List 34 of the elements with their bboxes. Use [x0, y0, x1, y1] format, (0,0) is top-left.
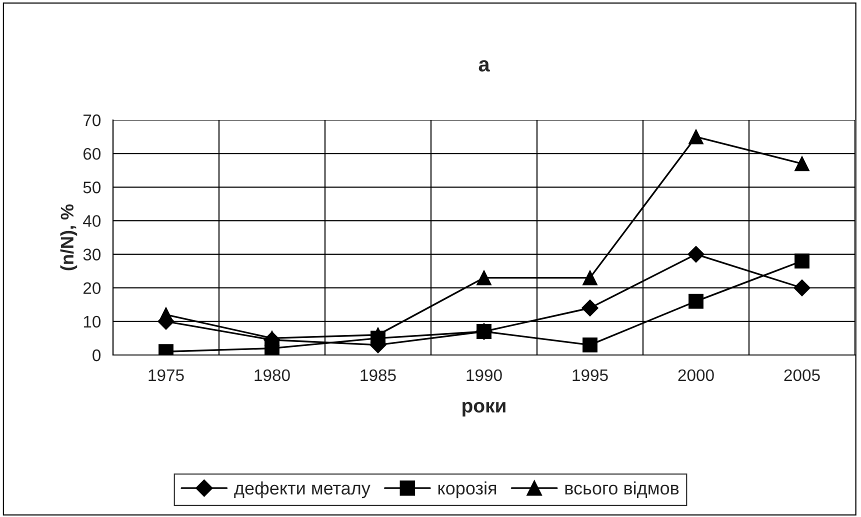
y-tick-label: 20	[83, 282, 101, 294]
point	[688, 294, 704, 309]
y-tick-label: 70	[84, 114, 101, 126]
x-tick-label: 1980	[254, 369, 290, 382]
point	[794, 279, 810, 296]
y-tick-label: 40	[83, 215, 101, 227]
point	[370, 327, 386, 342]
point	[794, 254, 810, 268]
x-tick-label: 1975	[148, 369, 184, 382]
point	[476, 324, 492, 339]
chart-title: а	[478, 60, 490, 72]
x-tick-label: 1995	[572, 369, 608, 382]
y-tick-label: 0	[92, 349, 101, 362]
y-tick-label: 50	[83, 182, 101, 194]
point	[688, 129, 704, 144]
y-tick-label: 60	[84, 148, 101, 160]
point	[582, 337, 598, 352]
x-tick-label: 2005	[784, 369, 820, 382]
point	[794, 156, 810, 172]
point	[476, 270, 492, 286]
point	[688, 246, 704, 263]
legend-label: корозія	[438, 481, 496, 498]
legend-label: дефекти металу	[234, 481, 370, 498]
y-axis-title: (n/N), %	[60, 204, 78, 270]
point	[582, 300, 598, 316]
legend-label: всього відмов	[565, 481, 679, 498]
y-tick-label: 30	[83, 248, 101, 260]
x-tick-label: 1990	[466, 369, 502, 382]
x-tick-label: 1985	[360, 369, 396, 382]
x-tick-label: 2000	[678, 369, 714, 382]
x-axis-title: роки	[462, 402, 506, 416]
point	[582, 270, 598, 286]
point	[158, 307, 174, 322]
y-tick-label: 10	[84, 316, 101, 328]
